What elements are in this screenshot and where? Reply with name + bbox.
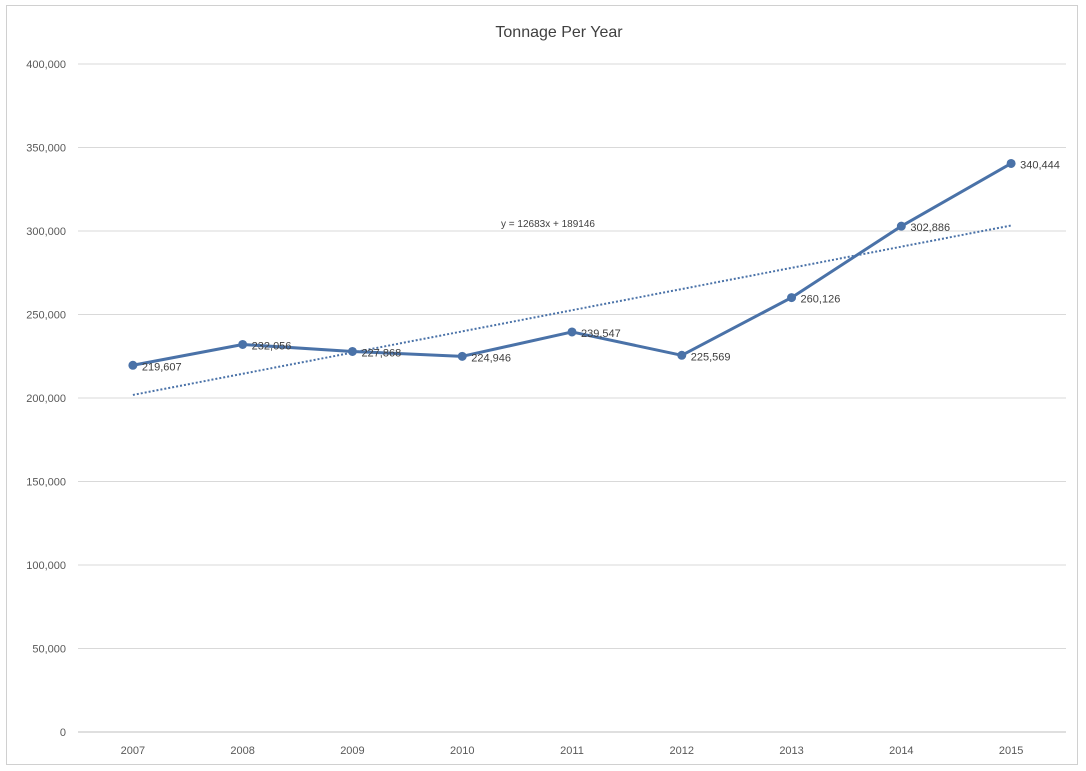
data-label: 340,444 (1020, 159, 1060, 171)
data-label: 219,607 (142, 361, 182, 373)
x-tick-label: 2013 (779, 745, 803, 757)
data-point (567, 327, 577, 337)
trendline-equation: y = 12683x + 189146 (501, 219, 595, 230)
gridlines (78, 63, 1066, 733)
trendline (132, 224, 1012, 396)
data-point (896, 221, 906, 231)
data-point (1006, 158, 1016, 168)
chart-title: Tonnage Per Year (495, 24, 623, 41)
series-group (128, 158, 1016, 370)
y-tick-label: 400,000 (26, 59, 66, 71)
x-tick-label: 2009 (340, 745, 364, 757)
x-tick-label: 2012 (670, 745, 694, 757)
line-chart: Tonnage Per Year 0 50,000 100,000 150,000 20… (26, 24, 1066, 757)
data-point (457, 351, 467, 361)
x-tick-label: 2015 (999, 745, 1023, 757)
x-tick-label: 2014 (889, 745, 913, 757)
y-tick-label: 50,000 (32, 644, 66, 656)
y-tick-label: 150,000 (26, 477, 66, 489)
x-tick-label: 2008 (230, 745, 254, 757)
data-label: 302,886 (910, 222, 950, 234)
data-label: 260,126 (801, 294, 841, 306)
y-tick-label: 200,000 (26, 393, 66, 405)
data-labels: 219,607 232,056 227,868 224,946 239,547 225,5… (142, 159, 1060, 373)
y-tick-label: 250,000 (26, 310, 66, 322)
data-point (128, 360, 138, 370)
data-label: 239,547 (581, 328, 621, 340)
y-axis-tick-labels: 0 50,000 100,000 150,000 200,000 250,000 300,0… (26, 59, 66, 739)
x-axis-tick-labels: 2007 2008 2009 2010 2011 2012 2013 2014 2015 (121, 745, 1024, 757)
data-label: 224,946 (471, 352, 511, 364)
chart-frame: Tonnage Per Year 0 50,000 100,000 150,000 20… (6, 5, 1078, 765)
x-tick-label: 2011 (560, 745, 584, 757)
data-point (677, 350, 687, 360)
y-tick-label: 350,000 (26, 143, 66, 155)
data-label: 227,868 (361, 347, 401, 359)
y-tick-label: 100,000 (26, 560, 66, 572)
data-label: 232,056 (252, 340, 292, 352)
x-tick-label: 2007 (121, 745, 145, 757)
x-tick-label: 2010 (450, 745, 474, 757)
trendline-group: y = 12683x + 189146 (132, 219, 1012, 396)
data-point (347, 346, 357, 356)
data-point (238, 339, 248, 349)
y-tick-label: 300,000 (26, 226, 66, 238)
data-point (787, 293, 797, 303)
data-label: 225,569 (691, 351, 731, 363)
y-tick-label: 0 (60, 727, 66, 739)
